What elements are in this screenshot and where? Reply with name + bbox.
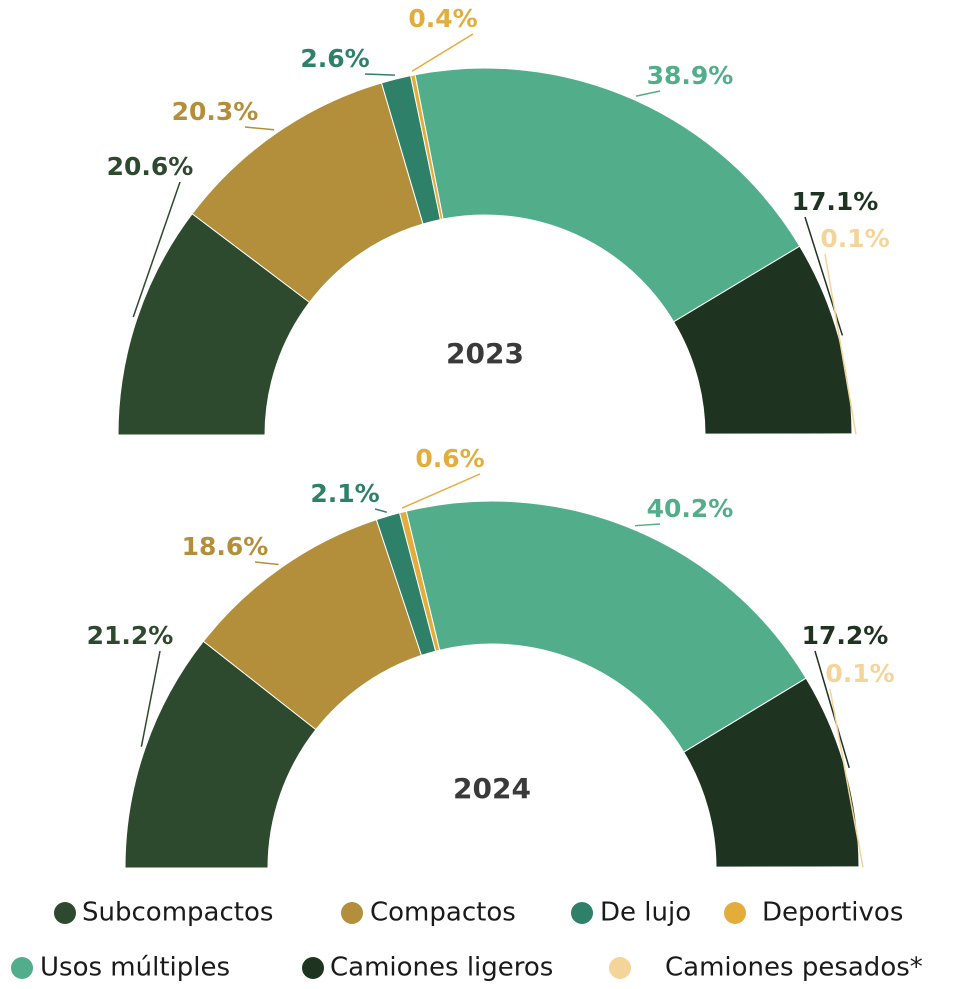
segment xyxy=(704,433,853,436)
leader-line xyxy=(635,523,661,527)
value-label: 2.6% xyxy=(300,44,369,73)
legend-label: Usos múltiples xyxy=(40,953,230,983)
leader-line xyxy=(132,181,181,318)
legend-label: Camiones pesados* xyxy=(665,953,923,983)
value-label: 17.1% xyxy=(792,187,879,216)
legend-swatch xyxy=(302,957,324,979)
legend-swatch xyxy=(724,902,746,924)
leader-line xyxy=(814,650,850,769)
leader-line xyxy=(824,253,857,435)
legend-label: Compactos xyxy=(370,898,516,928)
segment xyxy=(414,67,801,323)
value-label: 38.9% xyxy=(647,61,734,90)
value-label: 0.1% xyxy=(820,224,889,253)
leader-line xyxy=(140,650,161,747)
leader-line xyxy=(364,73,396,76)
legend-label: Subcompactos xyxy=(82,898,273,928)
value-label: 0.6% xyxy=(415,444,484,473)
leader-line xyxy=(411,33,474,72)
value-label: 20.3% xyxy=(172,97,259,126)
value-label: 40.2% xyxy=(647,494,734,523)
segment xyxy=(715,866,860,869)
leader-line xyxy=(401,473,481,509)
segment xyxy=(405,500,807,753)
legend-label: Deportivos xyxy=(762,898,903,928)
value-label: 0.4% xyxy=(408,4,477,33)
value-label: 18.6% xyxy=(182,532,269,561)
leader-line xyxy=(374,508,388,513)
value-label: 20.6% xyxy=(107,152,194,181)
leader-line xyxy=(254,561,279,566)
value-label: 0.1% xyxy=(825,659,894,688)
value-label: 21.2% xyxy=(87,621,174,650)
value-label: 2.1% xyxy=(310,479,379,508)
leader-line xyxy=(829,688,864,868)
legend-swatch xyxy=(571,902,593,924)
value-label: 17.2% xyxy=(802,621,889,650)
legend-swatch xyxy=(54,902,76,924)
legend-swatch xyxy=(341,902,363,924)
legend-label: Camiones ligeros xyxy=(330,953,553,983)
center-label: 2023 xyxy=(446,337,524,370)
leader-line xyxy=(244,126,275,131)
legend-swatch xyxy=(11,957,33,979)
legend-label: De lujo xyxy=(600,898,691,928)
center-label: 2024 xyxy=(453,772,531,805)
legend-swatch xyxy=(609,957,631,979)
leader-line xyxy=(635,90,661,97)
